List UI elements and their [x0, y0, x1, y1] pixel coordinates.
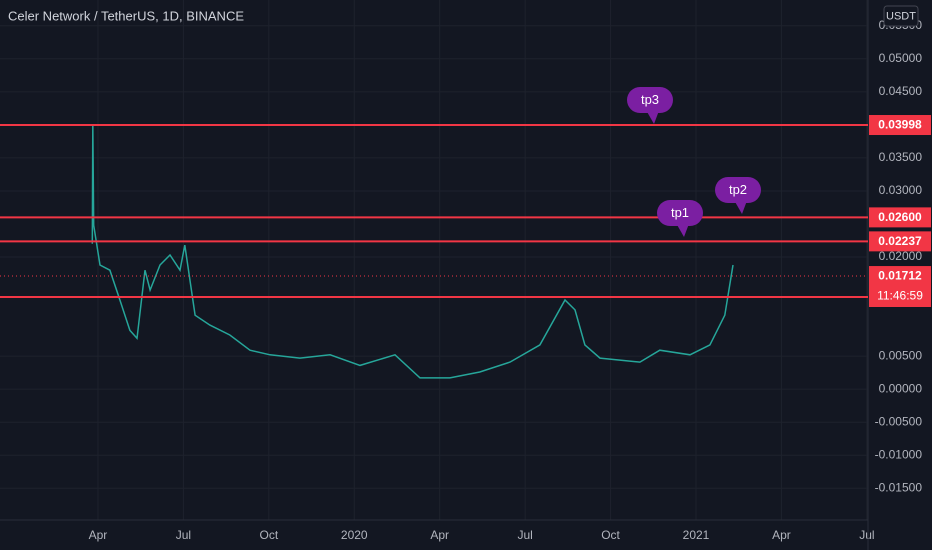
y-tick-label: -0.01500: [875, 480, 923, 494]
y-tick-label: 0.04500: [879, 84, 923, 98]
annotation-bubble: [627, 87, 673, 113]
y-tick-label: 0.05000: [879, 51, 923, 65]
overlay: 0.039980.026000.022370.013950.0171211:46…: [0, 87, 931, 308]
currency[interactable]: USDT: [886, 10, 916, 22]
annotation-text: tp2: [729, 182, 747, 197]
x-tick-label: Jul: [176, 528, 191, 542]
chart-title: Celer Network / TetherUS, 1D, BINANCE: [8, 8, 244, 23]
level-label: 0.02237: [878, 234, 922, 248]
price-line: [91, 124, 734, 379]
grid: 0.055000.050000.045000.035000.030000.020…: [0, 0, 922, 542]
annotation-bubble: [657, 200, 703, 226]
y-tick-label: 0.00500: [879, 348, 923, 362]
annotation-text: tp1: [671, 205, 689, 220]
countdown: 11:46:59: [877, 289, 923, 303]
last-price-label: 0.01712: [878, 269, 922, 283]
x-tick-label: 2021: [683, 528, 710, 542]
level-label: 0.03998: [878, 118, 922, 132]
level-label: 0.02600: [878, 210, 922, 224]
annotation-bubble: [715, 177, 761, 203]
y-tick-label: 0.03000: [879, 183, 923, 197]
last-price-bg: [869, 266, 931, 307]
x-tick-label: Apr: [430, 528, 449, 542]
x-tick-label: Oct: [259, 528, 278, 542]
x-tick-label: Apr: [772, 528, 791, 542]
y-tick-label: 0.03500: [879, 150, 923, 164]
plot: [91, 124, 734, 379]
level-label-bg: [869, 207, 931, 228]
x-tick-label: 2020: [341, 528, 368, 542]
y-tick-label: 0.02000: [879, 249, 923, 263]
y-tick-label: -0.01000: [875, 447, 923, 461]
level-label-bg: [869, 231, 931, 252]
currency-box[interactable]: [883, 5, 919, 27]
x-tick-label: Oct: [601, 528, 620, 542]
annotation-text: tp3: [641, 92, 659, 107]
y-tick-label: -0.00500: [875, 414, 923, 428]
x-tick-label: Jul: [517, 528, 532, 542]
x-tick-label: Jul: [859, 528, 874, 542]
y-tick-label: 0.00000: [879, 381, 923, 395]
level-label-bg: [869, 115, 931, 136]
x-tick-label: Apr: [89, 528, 108, 542]
